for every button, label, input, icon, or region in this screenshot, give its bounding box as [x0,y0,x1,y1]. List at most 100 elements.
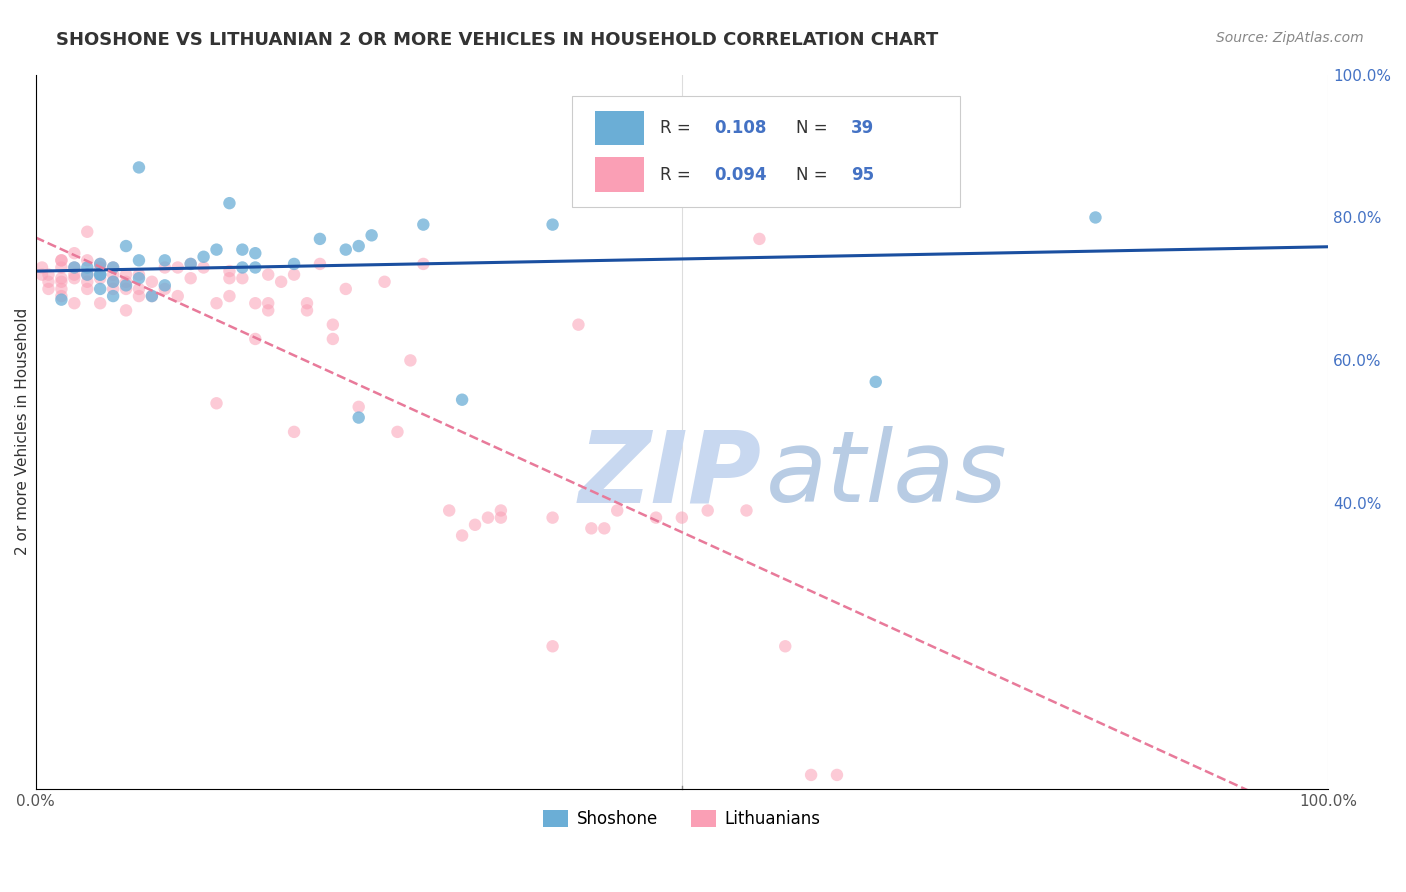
Point [257,296,280,310]
Point [76,282,98,296]
Legend: Shoshone, Lithuanians: Shoshone, Lithuanians [537,803,827,835]
Point [696,503,718,517]
Point [128,282,150,296]
Point [101,260,124,275]
Point [477,510,499,524]
Point [257,303,280,318]
Point [51,293,73,307]
Point [141,289,163,303]
Point [89,271,111,285]
Text: ZIP: ZIP [578,426,762,524]
Point [825,768,848,782]
Point [800,768,823,782]
Point [735,503,758,517]
Point [89,257,111,271]
Point [115,268,138,282]
Point [347,410,370,425]
Point [295,303,318,318]
Point [437,503,460,517]
Point [128,289,150,303]
Point [37,282,59,296]
Point [76,260,98,275]
Point [541,510,564,524]
Point [89,260,111,275]
Point [101,289,124,303]
Point [166,289,188,303]
Point [205,243,228,257]
Point [153,260,176,275]
Point [89,268,111,282]
Point [153,278,176,293]
Point [360,228,382,243]
Point [218,289,240,303]
Point [309,257,332,271]
Point [76,275,98,289]
Point [218,196,240,211]
Point [37,275,59,289]
Point [245,332,267,346]
Point [128,268,150,282]
Text: R =: R = [659,120,696,137]
Point [51,253,73,268]
Point [141,275,163,289]
Point [51,253,73,268]
Point [51,282,73,296]
Point [865,375,887,389]
Point [231,271,253,285]
Point [128,271,150,285]
Point [63,296,86,310]
Point [295,296,318,310]
Point [412,218,434,232]
Point [1084,211,1107,225]
Point [270,275,292,289]
Point [101,275,124,289]
Point [374,275,396,289]
Point [101,260,124,275]
Point [101,268,124,282]
Point [335,243,357,257]
Point [541,640,564,654]
Point [205,396,228,410]
Point [63,268,86,282]
Point [775,640,797,654]
Point [387,425,409,439]
Point [115,239,138,253]
Point [115,282,138,296]
Point [283,425,305,439]
Point [141,289,163,303]
Text: 0.094: 0.094 [714,166,766,184]
Point [322,318,344,332]
Point [335,282,357,296]
Point [76,253,98,268]
Point [257,268,280,282]
Point [63,260,86,275]
Point [929,150,952,164]
Point [51,275,73,289]
FancyBboxPatch shape [572,96,960,207]
Point [89,296,111,310]
Point [283,257,305,271]
Point [671,510,693,524]
Point [645,510,668,524]
Point [193,250,215,264]
Text: N =: N = [796,120,832,137]
Point [115,275,138,289]
FancyBboxPatch shape [595,111,644,145]
Point [245,246,267,260]
Text: Source: ZipAtlas.com: Source: ZipAtlas.com [1216,31,1364,45]
Point [399,353,422,368]
Y-axis label: 2 or more Vehicles in Household: 2 or more Vehicles in Household [15,309,30,556]
Point [166,260,188,275]
Point [101,275,124,289]
Point [245,296,267,310]
Point [748,232,770,246]
Point [31,260,53,275]
Text: R =: R = [659,166,696,184]
Point [231,260,253,275]
Point [76,225,98,239]
Point [606,503,628,517]
FancyBboxPatch shape [595,157,644,192]
Point [451,392,474,407]
Point [309,232,332,246]
Point [180,257,202,271]
